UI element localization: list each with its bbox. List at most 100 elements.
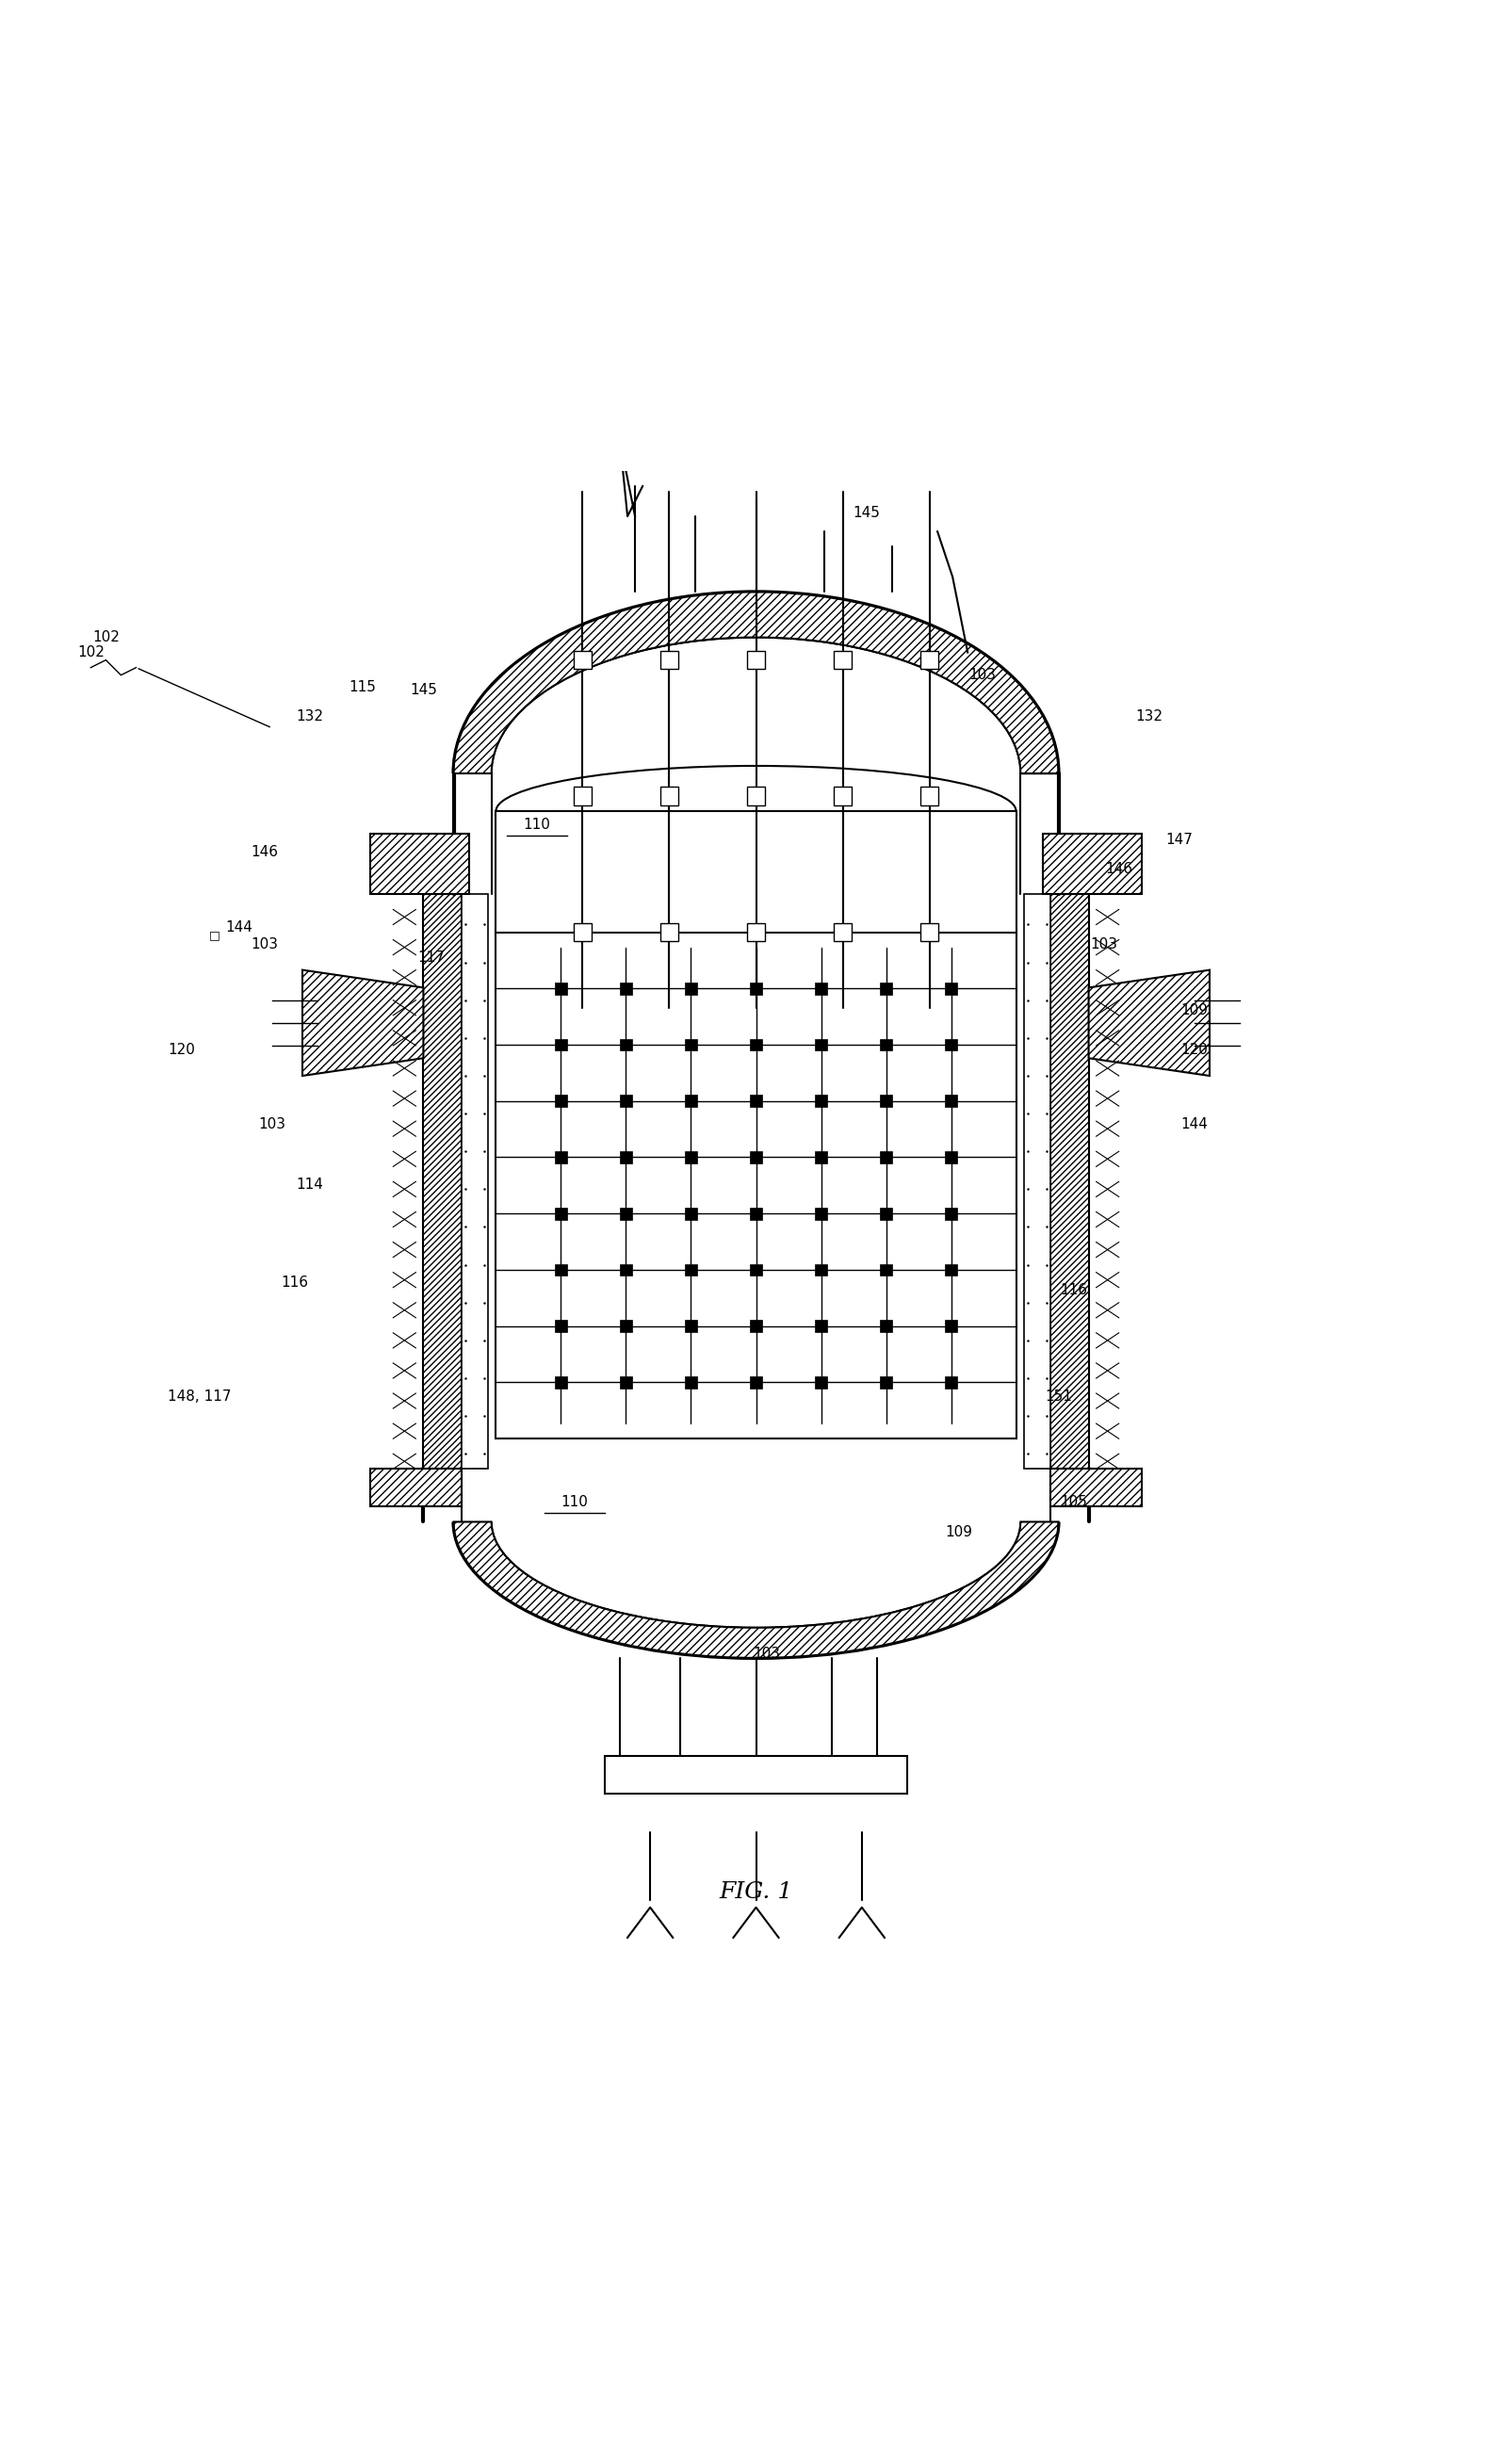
Bar bbox=[880, 1377, 892, 1389]
Bar bbox=[921, 923, 939, 942]
Bar bbox=[620, 1094, 632, 1107]
Bar bbox=[750, 1151, 762, 1163]
Bar bbox=[945, 1151, 957, 1163]
Bar bbox=[747, 650, 765, 670]
Text: 103: 103 bbox=[969, 667, 996, 682]
Bar bbox=[880, 1151, 892, 1163]
Bar bbox=[685, 1320, 697, 1333]
Bar bbox=[815, 982, 827, 994]
Bar bbox=[555, 1094, 567, 1107]
Bar bbox=[880, 1038, 892, 1050]
Bar bbox=[620, 1377, 632, 1389]
Bar bbox=[880, 1207, 892, 1220]
Polygon shape bbox=[423, 893, 461, 1470]
Bar bbox=[945, 1377, 957, 1389]
Bar bbox=[685, 1377, 697, 1389]
Bar bbox=[945, 1320, 957, 1333]
Bar bbox=[620, 1320, 632, 1333]
Text: 109: 109 bbox=[945, 1526, 972, 1539]
Bar bbox=[815, 1377, 827, 1389]
Bar bbox=[747, 788, 765, 805]
Bar bbox=[555, 1377, 567, 1389]
Bar bbox=[945, 1207, 957, 1220]
Text: 151: 151 bbox=[1045, 1389, 1072, 1404]
Bar bbox=[605, 1757, 907, 1794]
Bar bbox=[815, 1094, 827, 1107]
Text: 103: 103 bbox=[753, 1647, 780, 1661]
Bar bbox=[880, 1094, 892, 1107]
Text: 147: 147 bbox=[1166, 832, 1193, 847]
Text: FIG. 1: FIG. 1 bbox=[720, 1882, 792, 1904]
Text: 145: 145 bbox=[853, 506, 880, 520]
Bar bbox=[880, 1320, 892, 1333]
Text: 110: 110 bbox=[523, 817, 550, 832]
Polygon shape bbox=[454, 591, 1058, 773]
Text: 109: 109 bbox=[1181, 1004, 1208, 1018]
Text: 146: 146 bbox=[251, 844, 278, 859]
Bar bbox=[1024, 893, 1051, 1470]
Bar bbox=[750, 1207, 762, 1220]
Polygon shape bbox=[454, 1521, 1058, 1659]
Bar bbox=[945, 1038, 957, 1050]
Bar bbox=[685, 1094, 697, 1107]
Text: 120: 120 bbox=[1181, 1043, 1208, 1058]
Bar bbox=[685, 1151, 697, 1163]
Bar bbox=[661, 923, 679, 942]
Bar bbox=[685, 1264, 697, 1276]
Text: 145: 145 bbox=[410, 682, 437, 697]
Text: 116: 116 bbox=[281, 1276, 308, 1291]
Text: 148, 117: 148, 117 bbox=[168, 1389, 231, 1404]
Bar bbox=[921, 788, 939, 805]
Bar bbox=[661, 650, 679, 670]
Text: 114: 114 bbox=[296, 1178, 324, 1193]
Bar bbox=[750, 1264, 762, 1276]
Text: 144: 144 bbox=[225, 920, 253, 935]
Text: 103: 103 bbox=[1090, 937, 1117, 952]
Bar bbox=[496, 933, 1016, 1438]
Bar bbox=[945, 1264, 957, 1276]
Text: 132: 132 bbox=[296, 709, 324, 724]
Text: 132: 132 bbox=[1136, 709, 1163, 724]
Polygon shape bbox=[1051, 893, 1089, 1470]
Bar bbox=[815, 1207, 827, 1220]
Text: 105: 105 bbox=[1060, 1494, 1087, 1509]
Bar bbox=[815, 1151, 827, 1163]
Bar bbox=[620, 1151, 632, 1163]
Polygon shape bbox=[1043, 834, 1142, 893]
Bar bbox=[685, 982, 697, 994]
Bar bbox=[685, 1207, 697, 1220]
Text: 110: 110 bbox=[561, 1494, 588, 1509]
Bar bbox=[661, 788, 679, 805]
Bar bbox=[815, 1320, 827, 1333]
Text: 144: 144 bbox=[1181, 1117, 1208, 1131]
Text: 103: 103 bbox=[259, 1117, 286, 1131]
Polygon shape bbox=[1089, 969, 1210, 1075]
Bar bbox=[750, 1320, 762, 1333]
Bar bbox=[555, 1320, 567, 1333]
Bar bbox=[880, 982, 892, 994]
Bar bbox=[461, 893, 488, 1470]
Bar bbox=[750, 982, 762, 994]
Polygon shape bbox=[370, 834, 469, 893]
Bar bbox=[747, 923, 765, 942]
Bar bbox=[945, 1094, 957, 1107]
Bar bbox=[555, 982, 567, 994]
Polygon shape bbox=[1051, 1470, 1142, 1507]
Text: 102: 102 bbox=[77, 645, 104, 660]
Text: 120: 120 bbox=[168, 1043, 195, 1058]
Bar bbox=[685, 1038, 697, 1050]
Text: □: □ bbox=[209, 930, 221, 942]
Bar bbox=[750, 1038, 762, 1050]
Bar bbox=[555, 1038, 567, 1050]
Text: 102: 102 bbox=[92, 631, 119, 645]
Bar bbox=[921, 650, 939, 670]
Polygon shape bbox=[370, 1470, 461, 1507]
Bar bbox=[945, 982, 957, 994]
Bar bbox=[815, 1038, 827, 1050]
Bar bbox=[620, 1207, 632, 1220]
Bar bbox=[555, 1151, 567, 1163]
Text: 115: 115 bbox=[349, 680, 376, 694]
Text: 146: 146 bbox=[1105, 861, 1132, 876]
Bar bbox=[815, 1264, 827, 1276]
Bar bbox=[573, 788, 591, 805]
